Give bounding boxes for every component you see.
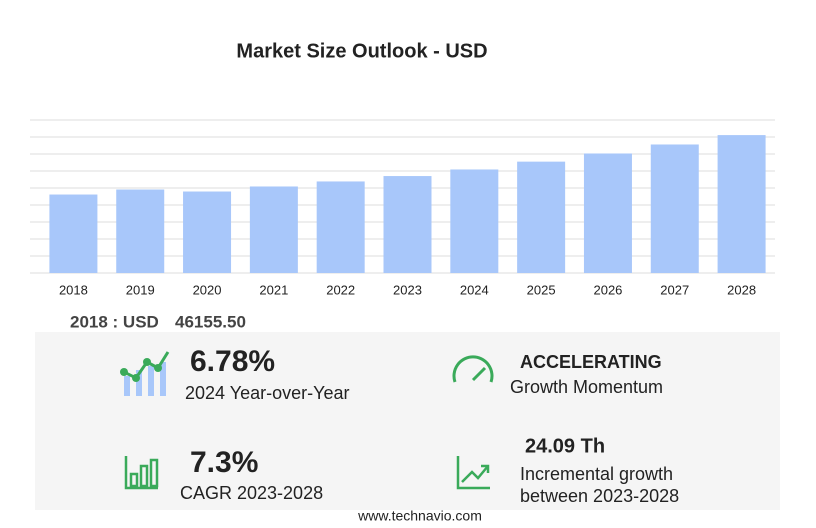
bar	[383, 176, 432, 273]
bar	[316, 181, 365, 273]
cagr-icon	[124, 456, 159, 490]
momentum-icon	[452, 355, 494, 383]
incremental-label: between 2023-2028	[520, 486, 679, 506]
x-tick-label: 2023	[393, 282, 422, 297]
x-tick-label: 2025	[527, 282, 556, 297]
yoy-value: 6.78%	[190, 345, 275, 378]
x-tick-label: 2020	[193, 282, 222, 297]
base-label: 2018 : USD	[70, 312, 159, 331]
momentum-label: Growth Momentum	[510, 377, 663, 397]
cagr-value: 7.3%	[190, 446, 258, 479]
bar	[583, 153, 632, 273]
x-tick-label: 2026	[593, 282, 622, 297]
plot: 2018 2019 2020 2021 2022 2023 2024 2025 2026 2027…	[30, 119, 775, 297]
x-tick-label: 2027	[660, 282, 689, 297]
incremental-icon	[456, 456, 490, 490]
yoy-label: 2024 Year-over-Year	[185, 383, 349, 403]
x-tick-label: 2024	[460, 282, 489, 297]
bar	[183, 191, 232, 273]
bar	[450, 169, 499, 273]
x-tick-label: 2018	[59, 282, 88, 297]
bar	[650, 144, 699, 273]
incremental-label: Incremental growth	[520, 464, 673, 484]
momentum-value: ACCELERATING	[520, 352, 662, 372]
x-tick-label: 2021	[259, 282, 288, 297]
bar	[116, 189, 165, 273]
incremental-value: 24.09 Th	[525, 435, 605, 457]
footer: www.technavio.com	[357, 508, 482, 524]
bar	[717, 135, 766, 273]
yoy-icon	[120, 351, 170, 396]
summary-panel	[35, 332, 780, 510]
x-tick-label: 2028	[727, 282, 756, 297]
x-tick-label: 2019	[126, 282, 155, 297]
base-value: 46155.50	[175, 312, 246, 331]
bar	[49, 194, 98, 273]
x-tick-label: 2022	[326, 282, 355, 297]
chart-title: Market Size Outlook - USD	[236, 40, 487, 62]
bar	[249, 186, 298, 273]
cagr-label: CAGR 2023-2028	[180, 483, 323, 503]
bar	[517, 161, 566, 273]
